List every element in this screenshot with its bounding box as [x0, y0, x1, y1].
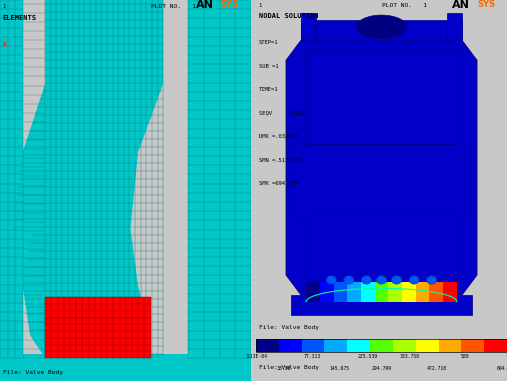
Bar [324, 339, 347, 352]
Bar [402, 282, 416, 302]
Text: SYS: SYS [221, 0, 239, 9]
Ellipse shape [327, 276, 336, 284]
Text: File: Valve Body: File: Valve Body [259, 365, 318, 370]
Text: PLOT NO.   1: PLOT NO. 1 [151, 4, 196, 9]
Ellipse shape [356, 15, 407, 38]
Ellipse shape [427, 276, 437, 284]
Bar [461, 339, 484, 352]
Text: 145.675: 145.675 [330, 366, 350, 371]
Text: SUB =1: SUB =1 [259, 64, 278, 69]
Bar [484, 339, 507, 352]
Bar [256, 339, 279, 352]
Ellipse shape [344, 276, 354, 284]
Bar [388, 282, 402, 302]
Bar [447, 13, 462, 40]
Text: 580: 580 [461, 354, 469, 359]
Bar [443, 282, 457, 302]
Text: 1: 1 [259, 3, 262, 8]
Bar [306, 282, 320, 302]
Bar [334, 282, 347, 302]
Bar [370, 339, 393, 352]
Text: STEP=1: STEP=1 [259, 40, 278, 45]
Ellipse shape [377, 276, 386, 284]
Bar [375, 282, 388, 302]
Bar [347, 282, 361, 302]
Text: File: Valve Body: File: Valve Body [3, 370, 62, 375]
Bar [301, 13, 316, 40]
Bar [416, 339, 439, 352]
Text: AN: AN [196, 0, 213, 10]
Text: SYS: SYS [477, 0, 495, 9]
Text: PLOT NO.   1: PLOT NO. 1 [382, 3, 426, 8]
Bar [429, 282, 443, 302]
Text: DMX =.032073: DMX =.032073 [259, 134, 298, 139]
Text: ELEMENTS: ELEMENTS [3, 15, 37, 21]
Bar [0, 354, 251, 381]
Polygon shape [301, 288, 462, 295]
Bar [439, 339, 461, 352]
Text: 225.539: 225.539 [357, 354, 378, 359]
Polygon shape [286, 40, 477, 295]
Bar [302, 339, 324, 352]
Ellipse shape [391, 276, 402, 284]
Text: 77.313: 77.313 [303, 354, 320, 359]
Text: 294.799: 294.799 [372, 366, 391, 371]
Text: AN: AN [452, 0, 469, 10]
Text: .513E-04: .513E-04 [244, 354, 268, 359]
Polygon shape [291, 295, 472, 315]
Bar [361, 282, 375, 302]
Bar [393, 339, 416, 352]
Polygon shape [188, 0, 251, 358]
Bar [320, 282, 334, 302]
Bar [301, 20, 462, 40]
Polygon shape [306, 50, 457, 151]
Text: SMN =.513E-04: SMN =.513E-04 [259, 158, 301, 163]
Text: NODAL SOLUTION: NODAL SOLUTION [259, 13, 318, 19]
Polygon shape [45, 297, 151, 358]
Ellipse shape [361, 276, 372, 284]
Bar [279, 339, 302, 352]
Text: 38.38: 38.38 [277, 366, 291, 371]
Bar [416, 282, 429, 302]
Text: F: F [3, 42, 7, 48]
Text: 472.718: 472.718 [427, 366, 447, 371]
Text: 333.758: 333.758 [400, 354, 419, 359]
Text: TIME=1: TIME=1 [259, 87, 278, 92]
Bar [256, 339, 507, 352]
Polygon shape [13, 0, 163, 358]
Text: SMX =694.795: SMX =694.795 [259, 181, 298, 186]
Bar [306, 215, 457, 288]
Text: 694.795: 694.795 [497, 366, 507, 371]
Text: SEQV     (AVG): SEQV (AVG) [259, 110, 304, 116]
Polygon shape [0, 0, 23, 358]
Bar [347, 339, 370, 352]
Ellipse shape [409, 276, 419, 284]
Text: File: Valve Body: File: Valve Body [259, 325, 318, 330]
Text: 1: 1 [3, 4, 6, 9]
Bar [294, 144, 469, 218]
